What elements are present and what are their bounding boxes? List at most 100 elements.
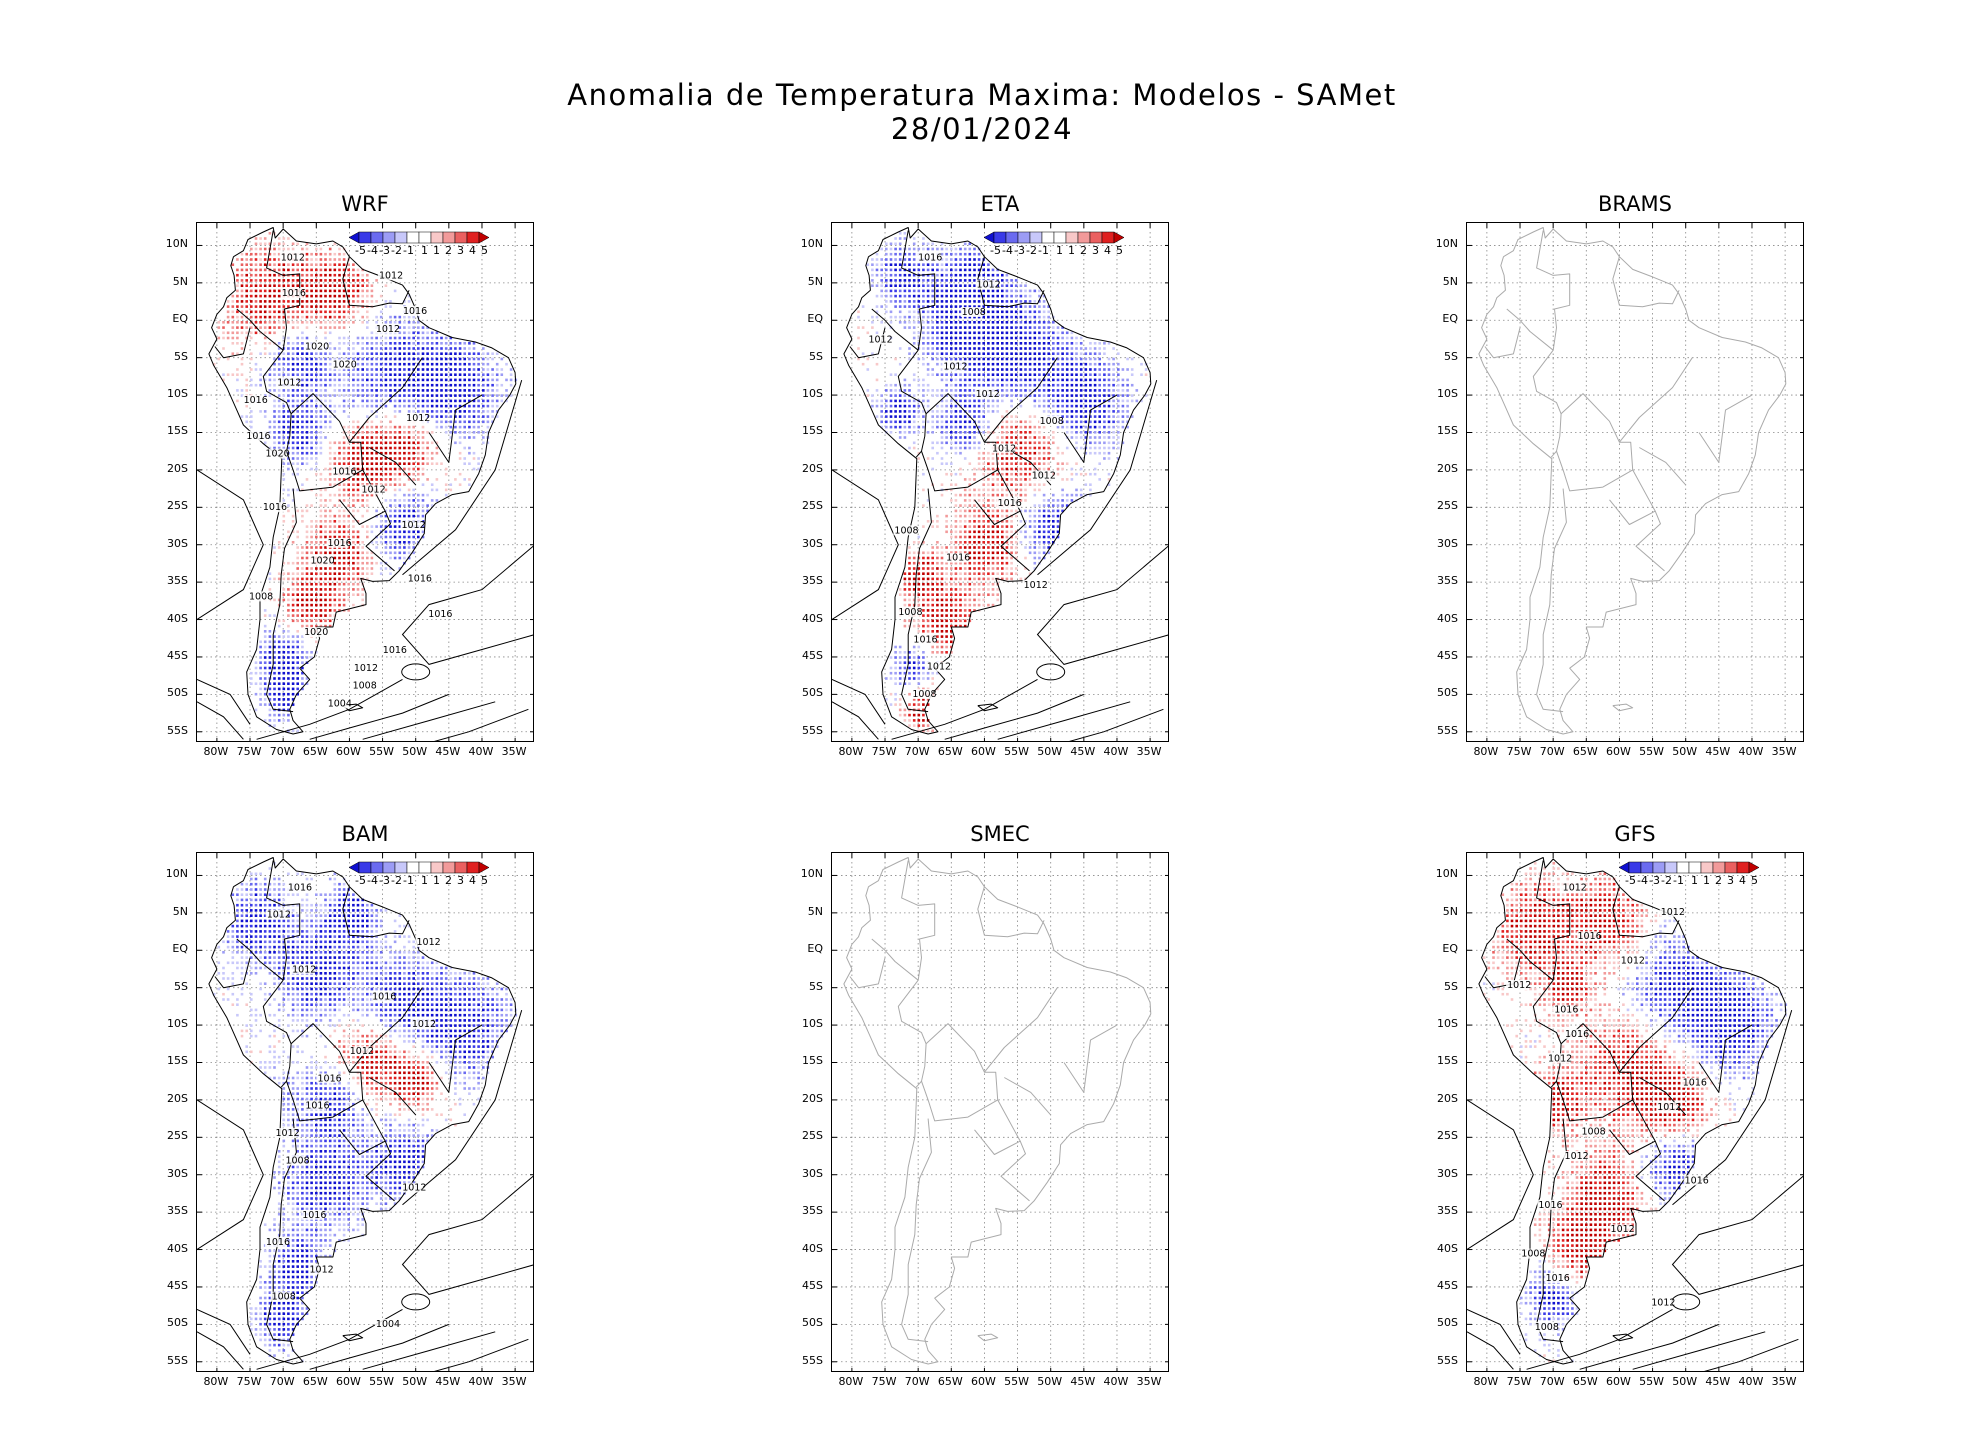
isobar-label: 1012 xyxy=(1024,580,1048,591)
lon-tick-label: 60W xyxy=(335,745,361,758)
lon-tick-label: 50W xyxy=(1672,1375,1698,1388)
isobar-label: 1012 xyxy=(406,413,430,424)
lon-tick-label: 45W xyxy=(1070,745,1096,758)
lat-tick-label: 20S xyxy=(1437,1091,1458,1105)
lat-tick-label: 45S xyxy=(167,1278,188,1292)
isobar-label: 1016 xyxy=(946,553,970,564)
lat-tick-label: 55S xyxy=(1437,1353,1458,1367)
isobar-label: 1008 xyxy=(898,607,922,618)
map-frame-gfs: 1012 1012 1016 1012 1012 1016 1016 1012 1016 1012… xyxy=(1466,852,1804,1372)
map-svg-bam: 1016 1012 1012 1012 1016 1012 1012 1016 1016 1012… xyxy=(197,853,533,1371)
isobar-label: 1020 xyxy=(333,359,357,370)
lon-tick-label: 65W xyxy=(1572,1375,1598,1388)
lat-tick-label: EQ xyxy=(172,312,188,326)
lat-tick-label: 55S xyxy=(167,1353,188,1367)
isobar-label: 1016 xyxy=(1546,1273,1570,1284)
lon-tick-label: 70W xyxy=(1539,745,1565,758)
lat-tick-label: 30S xyxy=(802,536,823,550)
isobar-label: 1004 xyxy=(328,698,352,709)
isobar-label: 1012 xyxy=(292,964,316,975)
isobar-label: 1012 xyxy=(943,362,967,373)
lon-tick-label: 45W xyxy=(1705,1375,1731,1388)
isobar-label: 1016 xyxy=(244,395,268,406)
axis-ticks xyxy=(832,853,1168,1371)
isobar-label: 1016 xyxy=(1683,1078,1707,1089)
isobar-label: 1012 xyxy=(976,389,1000,400)
lat-tick-label: 40S xyxy=(1437,611,1458,625)
isobar-label: 1012 xyxy=(281,252,305,263)
lon-tick-label: 65W xyxy=(302,745,328,758)
lat-tick-label: 20S xyxy=(802,1091,823,1105)
lat-tick-label: EQ xyxy=(1442,942,1458,956)
panel-eta: ETA 10N 5N EQ 5S 10S 15S 20S 25S 30S 35S 40S 45S 50S 5… xyxy=(755,192,1175,772)
lon-tick-label: 35W xyxy=(1136,1375,1162,1388)
colorbar: -5 -4 -3 -2 -1 1 1 2 3 4 5 xyxy=(348,861,490,887)
lat-tick-label: 5S xyxy=(1444,349,1458,363)
colorbar-label: -5 xyxy=(990,244,1001,257)
isobar-label: 1020 xyxy=(310,556,334,567)
lat-tick-label: 10N xyxy=(800,237,823,251)
coastline xyxy=(1478,227,1787,735)
lon-tick-label: 65W xyxy=(937,745,963,758)
map-frame-eta: 1016 1012 1008 1012 1012 1012 1008 1012 1012 1016… xyxy=(831,222,1169,742)
isobar-label: 1012 xyxy=(1621,956,1645,967)
isobar-label: 1012 xyxy=(1032,471,1056,482)
lon-tick-label: 55W xyxy=(369,745,394,758)
coastline xyxy=(1478,857,1787,1365)
lat-tick-label: 50S xyxy=(1437,1316,1458,1330)
lon-tick-label: 60W xyxy=(1605,1375,1631,1388)
colorbar-label: -1 xyxy=(1038,244,1049,257)
colorbar-label: -3 xyxy=(379,874,390,887)
colorbar-label: 4 xyxy=(469,874,476,887)
isobar-label: 1008 xyxy=(894,525,918,536)
colorbar-label: 4 xyxy=(469,244,476,257)
lon-tick-label: 45W xyxy=(1705,745,1731,758)
lat-tick-label: 25S xyxy=(1437,1129,1458,1143)
lat-tick-label: 55S xyxy=(802,723,823,737)
lat-tick-label: 15S xyxy=(1437,1054,1458,1068)
lat-tick-label: 20S xyxy=(802,461,823,475)
colorbar-label: 5 xyxy=(1116,244,1123,257)
lat-tick-label: 35S xyxy=(802,1204,823,1218)
colorbar-label: 1 xyxy=(1703,874,1710,887)
lat-tick-label: 45S xyxy=(802,648,823,662)
colorbar: -5 -4 -3 -2 -1 1 1 2 3 4 5 xyxy=(983,231,1125,257)
isobar-labels: 1012 1012 1016 1012 1012 1016 1016 1012 1016 1012… xyxy=(1506,882,1709,1333)
colorbar-label: 1 xyxy=(1056,244,1063,257)
lon-tick-label: 75W xyxy=(1506,1375,1532,1388)
isobar-label: 1008 xyxy=(353,681,377,692)
lon-tick-label: 70W xyxy=(904,1375,930,1388)
lon-tick-label: 65W xyxy=(302,1375,328,1388)
isobar-label: 1008 xyxy=(272,1292,296,1303)
lat-tick-label: EQ xyxy=(807,312,823,326)
figure-date: 28/01/2024 xyxy=(890,112,1074,146)
lon-tick-label: 35W xyxy=(501,1375,527,1388)
lon-tick-label: 60W xyxy=(970,1375,996,1388)
isobar-label: 1016 xyxy=(305,1101,329,1112)
lon-tick-label: 70W xyxy=(269,745,295,758)
lon-tick-label: 70W xyxy=(904,745,930,758)
isobar-label: 1016 xyxy=(918,252,942,263)
lat-tick-label: 55S xyxy=(802,1353,823,1367)
lat-tick-label: 25S xyxy=(167,499,188,513)
isobar-label: 1012 xyxy=(277,377,301,388)
isobar-label: 1016 xyxy=(408,574,432,585)
coastline xyxy=(843,227,1152,735)
lon-tick-label: 45W xyxy=(435,1375,461,1388)
isobar-label: 1008 xyxy=(1535,1322,1559,1333)
isobar-label: 1016 xyxy=(372,992,396,1003)
colorbar-label: -3 xyxy=(379,244,390,257)
isobar-label: 1008 xyxy=(1521,1249,1545,1260)
lat-tick-label: 10S xyxy=(802,387,823,401)
colorbar-label: 3 xyxy=(457,244,464,257)
isobar-label: 1012 xyxy=(1611,1224,1635,1235)
panel-smec: SMEC 10N 5N EQ 5S 10S 15S 20S 25S 30S 35S 40S 45S 50S… xyxy=(755,822,1175,1402)
lat-tick-label: 30S xyxy=(167,1166,188,1180)
lat-tick-label: 50S xyxy=(802,1316,823,1330)
lat-tick-label: 45S xyxy=(802,1278,823,1292)
lat-tick-label: EQ xyxy=(807,942,823,956)
isobar-label: 1012 xyxy=(376,324,400,335)
isobar-label: 1012 xyxy=(977,280,1001,291)
lon-tick-label: 65W xyxy=(937,1375,963,1388)
lon-tick-label: 60W xyxy=(1605,745,1631,758)
